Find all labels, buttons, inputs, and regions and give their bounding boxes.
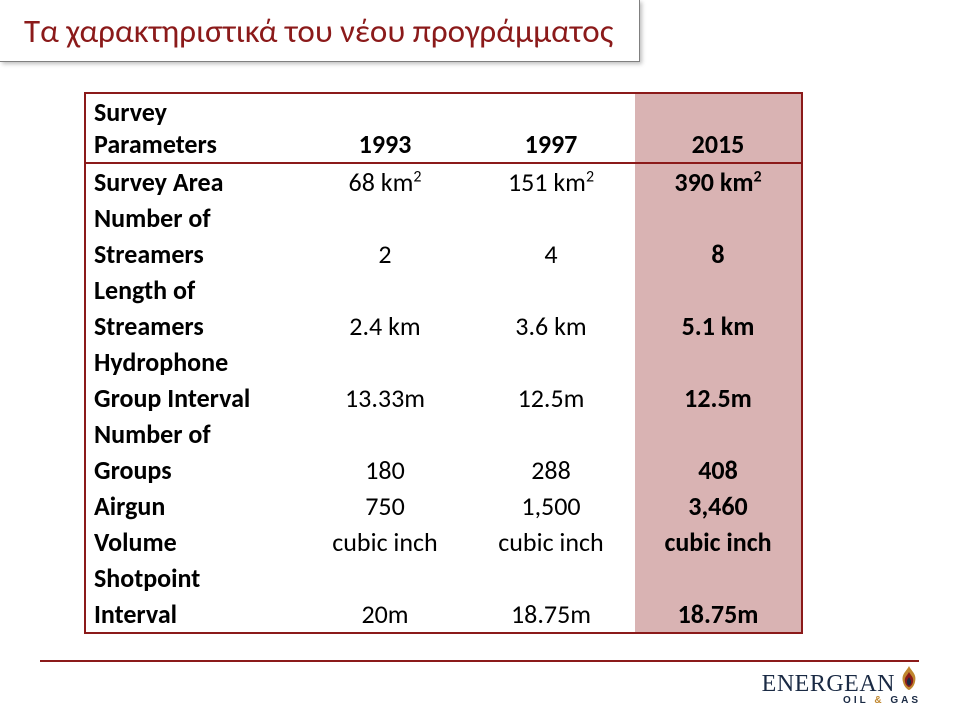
cell-nstream-1993: 2 [302,236,468,272]
cell-ngroups-1997: 288 [468,452,635,488]
cell-lstream-2015: 5.1 km [635,308,803,344]
row-volume: Volume cubic inch cubic inch cubic inch [85,524,802,560]
title-band: Τα χαρακτηριστικά του νέου προγράμματος [0,0,640,62]
header-label-line2: Parameters [94,128,294,160]
logo-name: ENERGEAN [762,672,895,696]
row-nstreamers-1: Number of [85,200,802,236]
row-hydro-2: Group Interval 13.33m 12.5m 12.5m [85,380,802,416]
slide-title: Τα χαρακτηριστικά του νέου προγράμματος [24,11,613,51]
label-ngroups-2: Groups [85,452,302,488]
row-survey-area: Survey Area 68 km2 151 km2 390 km2 [85,163,802,200]
row-shot-2: Interval 20m 18.75m 18.75m [85,596,802,633]
cell-shot-1993: 20m [302,596,468,633]
cell-hydro-1997: 12.5m [468,380,635,416]
label-shot-2: Interval [85,596,302,633]
row-ngroups-1: Number of [85,416,802,452]
header-label-line1: Survey [94,96,294,128]
row-nstreamers-2: Streamers 2 4 8 [85,236,802,272]
header-1997: 1997 [468,93,635,163]
cell-ngroups-2015: 408 [635,452,803,488]
cell-volume-1997: cubic inch [468,524,635,560]
cell-airgun-1997: 1,500 [468,488,635,524]
label-shot-1: Shotpoint [85,560,302,596]
label-survey-area: Survey Area [85,163,302,200]
cell-hydro-1993: 13.33m [302,380,468,416]
label-nstreamers-2: Streamers [85,236,302,272]
label-lstreamers-1: Length of [85,272,302,308]
label-hydro-2: Group Interval [85,380,302,416]
cell-lstream-1993: 2.4 km [302,308,468,344]
row-lstreamers-2: Streamers 2.4 km 3.6 km 5.1 km [85,308,802,344]
survey-parameters-table: Survey Parameters 1993 1997 2015 Survey … [84,92,803,634]
label-nstreamers-1: Number of [85,200,302,236]
label-airgun: Airgun [85,488,302,524]
cell-volume-1993: cubic inch [302,524,468,560]
label-hydro-1: Hydrophone [85,344,302,380]
footer-divider [40,660,919,662]
row-lstreamers-1: Length of [85,272,802,308]
cell-shot-1997: 18.75m [468,596,635,633]
table-header-row: Survey Parameters 1993 1997 2015 [85,93,802,163]
cell-nstream-2015: 8 [635,236,803,272]
cell-area-1993: 68 km2 [302,163,468,200]
row-airgun: Airgun 750 1,500 3,460 [85,488,802,524]
header-1993: 1993 [302,93,468,163]
cell-hydro-2015: 12.5m [635,380,803,416]
cell-ngroups-1993: 180 [302,452,468,488]
row-ngroups-2: Groups 180 288 408 [85,452,802,488]
cell-volume-2015: cubic inch [635,524,803,560]
cell-lstream-1997: 3.6 km [468,308,635,344]
label-lstreamers-2: Streamers [85,308,302,344]
logo-subtitle: OIL & GAS [762,696,921,706]
label-ngroups-1: Number of [85,416,302,452]
cell-area-1997: 151 km2 [468,163,635,200]
label-volume: Volume [85,524,302,560]
row-shot-1: Shotpoint [85,560,802,596]
company-logo: ENERGEAN OIL & GAS [762,664,921,706]
cell-nstream-1997: 4 [468,236,635,272]
cell-area-2015: 390 km2 [635,163,803,200]
row-hydro-1: Hydrophone [85,344,802,380]
header-2015: 2015 [635,93,803,163]
cell-shot-2015: 18.75m [635,596,803,633]
cell-airgun-2015: 3,460 [635,488,803,524]
cell-airgun-1993: 750 [302,488,468,524]
flame-icon [897,664,921,694]
